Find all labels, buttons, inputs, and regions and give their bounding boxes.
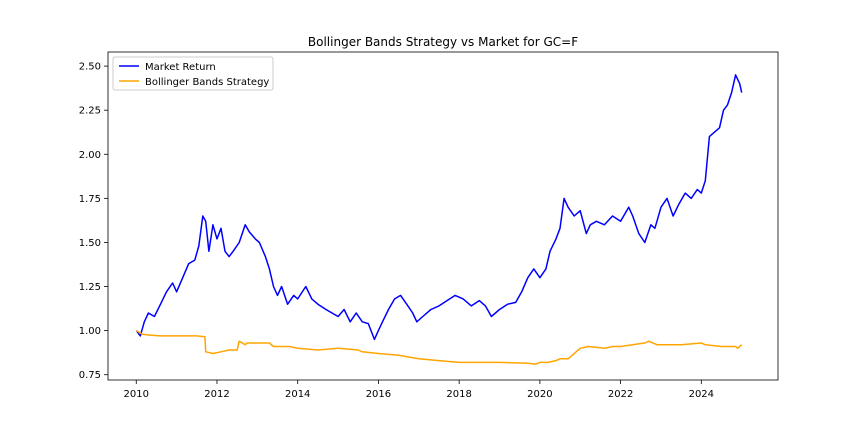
legend-label-bollinger-strategy: Bollinger Bands Strategy xyxy=(145,77,269,88)
y-tick-label: 2.00 xyxy=(79,150,101,161)
legend: Market Return Bollinger Bands Strategy xyxy=(112,56,274,91)
x-tick-label: 2024 xyxy=(689,389,714,400)
y-tick-label: 1.25 xyxy=(79,282,101,293)
y-tick-label: 1.00 xyxy=(79,326,101,337)
y-axis: 0.75 1.00 1.25 1.50 1.75 2.00 2.25 2.50 xyxy=(79,62,108,381)
x-tick-label: 2018 xyxy=(446,389,471,400)
y-tick-label: 1.75 xyxy=(79,194,101,205)
x-tick-label: 2012 xyxy=(204,389,229,400)
x-tick-label: 2022 xyxy=(608,389,633,400)
x-tick-label: 2010 xyxy=(124,389,149,400)
series-line-market-return xyxy=(135,74,743,341)
x-tick-label: 2014 xyxy=(285,389,310,400)
chart-title: Bollinger Bands Strategy vs Market for G… xyxy=(308,35,578,49)
axes-frame xyxy=(107,51,779,381)
y-tick-label: 1.50 xyxy=(79,238,101,249)
y-tick-label: 0.75 xyxy=(79,370,101,381)
series-line-bollinger-bands-strategy xyxy=(135,329,743,365)
y-tick-label: 2.50 xyxy=(79,62,101,73)
x-tick-label: 2020 xyxy=(527,389,552,400)
x-axis: 2010 2012 2014 2016 2018 2020 2022 2024 xyxy=(124,380,714,400)
y-tick-label: 2.25 xyxy=(79,106,101,117)
legend-label-market-return: Market Return xyxy=(145,62,216,73)
plot-area xyxy=(135,74,743,365)
legend-box xyxy=(112,56,274,91)
x-tick-label: 2016 xyxy=(366,389,391,400)
